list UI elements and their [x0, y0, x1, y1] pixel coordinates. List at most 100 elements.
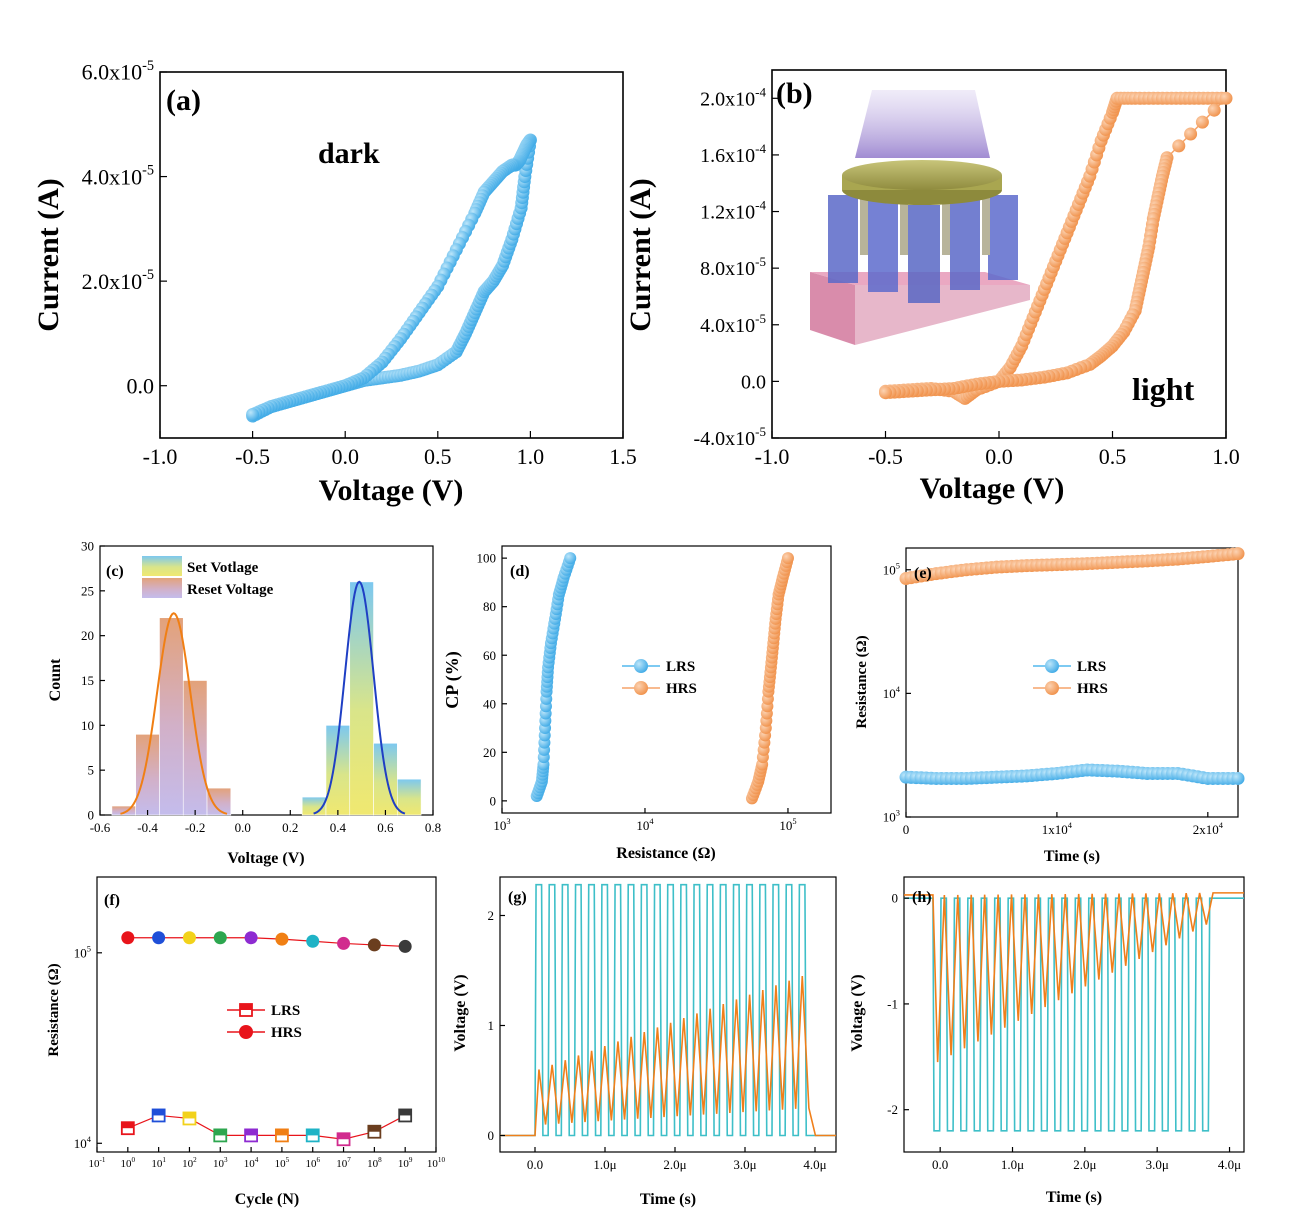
- y-tick-label: 104: [74, 1134, 92, 1151]
- x-tick-label: 103: [213, 1156, 228, 1170]
- panel-d-ticks: 103 104 105 0 20 40 60 80 100: [477, 551, 797, 833]
- panel-h-xlabel: Time (s): [1046, 1189, 1102, 1206]
- histogram-bar: [206, 787, 232, 816]
- cumulative-point: [781, 552, 794, 565]
- x-tick-label: 0.6: [377, 820, 394, 835]
- endurance-lrs-point-fill: [399, 1109, 412, 1116]
- pillar-connector: [982, 195, 990, 255]
- pillar-connector: [900, 195, 908, 255]
- x-tick-label: 101: [151, 1156, 166, 1170]
- endurance-line: [127, 1114, 406, 1140]
- endurance-lrs-point-fill: [183, 1112, 196, 1119]
- endurance-lrs-point-fill: [368, 1125, 381, 1132]
- y-tick-label: 105: [74, 944, 91, 961]
- panel-h-label: (h): [912, 889, 932, 906]
- x-tick-label: 0.0: [985, 444, 1013, 469]
- panel-b: -1.0 -0.5 0.0 0.5 1.0 -4.0x10-5 0.0 4.0x10-5 8.0…: [624, 69, 1240, 505]
- panel-b-ylabel: Current (A): [624, 178, 657, 332]
- panel-f: 10-1 100 101 102 103 104 105 106 107 108 109 1010 10…: [46, 876, 446, 1208]
- endurance-lrs-point-fill: [214, 1129, 227, 1136]
- x-tick-label: -0.5: [235, 444, 270, 469]
- y-tick-label: -2: [887, 1102, 898, 1117]
- panel-b-ticks: -1.0 -0.5 0.0 0.5 1.0 -4.0x10-5 0.0 4.0x10-5 8.0…: [693, 84, 1239, 469]
- y-tick-label: -4.0x10-5: [693, 424, 766, 450]
- panel-d-label: (d): [510, 563, 530, 580]
- endurance-hrs-point: [275, 932, 289, 946]
- panel-f-xlabel: Cycle (N): [235, 1191, 299, 1208]
- gaussian-fit-line: [313, 580, 406, 815]
- legend-marker-hrs: [239, 1025, 253, 1039]
- cumulative-point: [564, 552, 577, 565]
- x-tick-label: 0.8: [425, 820, 441, 835]
- panel-e-legend: LRS HRS: [1033, 659, 1108, 697]
- panel-d-marks: [530, 552, 794, 805]
- endurance-lrs-point-fill: [337, 1133, 350, 1140]
- substrate-front: [855, 285, 1030, 345]
- legend-label-lrs: LRS: [271, 1003, 300, 1019]
- panel-f-label: (f): [104, 892, 120, 909]
- panel-e-label: (e): [914, 565, 932, 582]
- endurance-hrs-point: [152, 931, 166, 945]
- x-tick-label: 1.0: [517, 444, 545, 469]
- pillar-connector: [942, 195, 950, 255]
- panel-e-xlabel: Time (s): [1044, 848, 1100, 865]
- x-tick-label: 4.0μ: [803, 1157, 826, 1172]
- legend-marker-lrs-fill: [240, 1004, 252, 1010]
- x-tick-label: 1.0: [1212, 444, 1240, 469]
- x-tick-label: 0.5: [1099, 444, 1127, 469]
- panel-c-label: (c): [106, 563, 124, 580]
- panel-b-xlabel: Voltage (V): [920, 472, 1065, 505]
- x-tick-label: 105: [779, 816, 796, 833]
- y-tick-label: 8.0x10-5: [700, 254, 766, 280]
- input-pulse-trace: [500, 883, 836, 1137]
- y-tick-label: 0: [488, 1128, 495, 1143]
- panel-e-ticks: 0 1x104 2x104 103 104 105: [883, 560, 1224, 837]
- histogram-bar: [135, 733, 160, 816]
- panel-c-xlabel: Voltage (V): [227, 850, 304, 867]
- retention-point: [1231, 547, 1245, 561]
- y-tick-label: 0: [88, 808, 95, 823]
- x-tick-label: 0.5: [424, 444, 452, 469]
- x-tick-label: 108: [367, 1156, 382, 1170]
- panel-e-ylabel: Resistance (Ω): [854, 635, 870, 728]
- x-tick-label: -0.6: [90, 820, 111, 835]
- y-tick-label: 0: [490, 793, 497, 808]
- legend-label-hrs: HRS: [1077, 681, 1108, 697]
- nanostructure-pillars: [828, 195, 1018, 303]
- panel-f-legend: LRS HRS: [227, 1003, 302, 1041]
- y-tick-label: 40: [483, 696, 496, 711]
- x-tick-label: 3.0μ: [1146, 1157, 1169, 1172]
- x-tick-label: 0.0: [235, 820, 251, 835]
- y-tick-label: 0.0: [127, 373, 155, 398]
- y-tick-label: 10: [81, 718, 94, 733]
- y-tick-label: 20: [81, 628, 94, 643]
- x-tick-label: 104: [636, 816, 654, 833]
- x-tick-label: 0.0: [527, 1157, 543, 1172]
- x-tick-label: 2x104: [1193, 820, 1224, 837]
- x-tick-label: 4.0μ: [1218, 1157, 1241, 1172]
- input-pulse-trace: [904, 897, 1244, 1132]
- y-tick-label: 4.0x10-5: [700, 311, 766, 337]
- endurance-hrs-point: [367, 938, 381, 952]
- x-tick-label: 106: [305, 1156, 320, 1170]
- panel-a-ticks: -1.0 -0.5 0.0 0.5 1.0 1.5 0.0 2.0x10-5 4.0x10-5 6…: [82, 58, 637, 469]
- panel-h-ylabel: Voltage (V): [849, 974, 866, 1051]
- panel-e: 0 1x104 2x104 103 104 105 (e) LRS HRS Time (s…: [854, 547, 1245, 865]
- y-tick-label: 1.2x10-4: [700, 198, 766, 224]
- x-tick-label: 104: [244, 1156, 259, 1170]
- pillar: [988, 195, 1018, 280]
- legend-swatch-reset: [142, 578, 182, 598]
- light-beam: [855, 90, 990, 158]
- electrode-disc-top: [842, 160, 1002, 190]
- panel-b-marks: [879, 91, 1233, 405]
- iv-data-point: [1184, 127, 1198, 141]
- iv-data-point: [1219, 91, 1233, 105]
- panel-g-marks: [500, 883, 836, 1137]
- panel-a-xlabel: Voltage (V): [319, 474, 464, 507]
- x-tick-label: 1.0μ: [1001, 1157, 1024, 1172]
- panel-b-label: (b): [776, 77, 813, 110]
- panel-d-xlabel: Resistance (Ω): [616, 845, 715, 862]
- y-tick-label: 6.0x10-5: [82, 58, 154, 85]
- y-tick-label: 4.0x10-5: [82, 162, 154, 189]
